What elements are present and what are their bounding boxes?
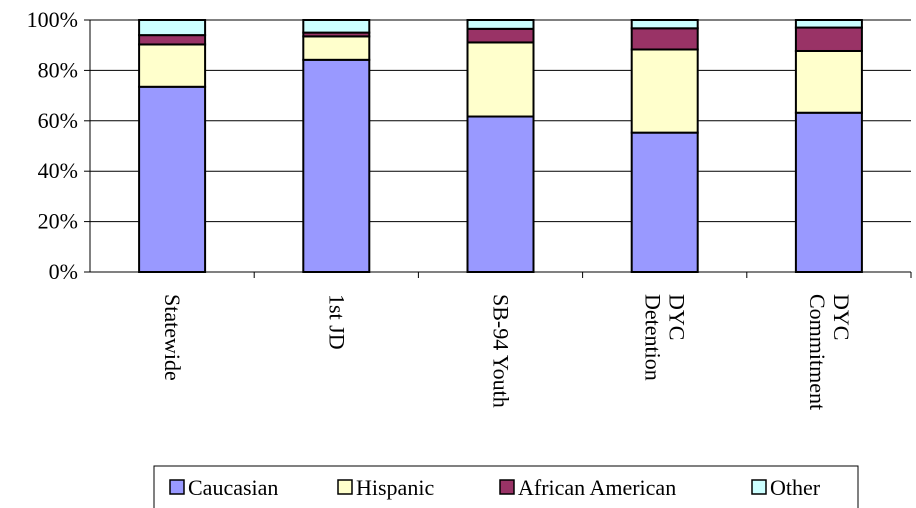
bar-hispanic (302, 35, 371, 61)
bar-african-american (630, 27, 699, 51)
legend-label: Caucasian (188, 475, 278, 500)
bar-other (630, 19, 699, 30)
legend-swatch (499, 479, 515, 495)
y-tick-label: 20% (38, 209, 78, 234)
legend-swatch (337, 479, 353, 495)
bar-hispanic (466, 41, 535, 118)
bar-hispanic (138, 43, 207, 88)
x-category-label: Commitment (805, 294, 830, 410)
bar-caucasian (630, 131, 699, 273)
bar-caucasian (302, 58, 371, 274)
y-tick-label: 80% (38, 57, 78, 82)
bar-african-american (138, 34, 207, 46)
bar-african-american (466, 27, 535, 44)
x-category-label: 1st JD (324, 294, 349, 350)
bar-other (794, 19, 863, 29)
bar-caucasian (138, 85, 207, 273)
bar-other (138, 19, 207, 37)
x-category-label: Statewide (160, 294, 185, 381)
bar-caucasian (794, 111, 863, 274)
x-category-label: Detention (641, 294, 666, 381)
y-tick-label: 0% (49, 259, 78, 284)
legend-label: African American (518, 475, 676, 500)
bar-other (302, 19, 371, 34)
x-category-label: DYC (829, 294, 854, 340)
x-category-label: SB-94 Youth (489, 294, 514, 408)
y-tick-label: 40% (38, 158, 78, 183)
legend-label: Other (770, 475, 821, 500)
legend-swatch (751, 479, 767, 495)
bar-hispanic (630, 48, 699, 134)
bar-caucasian (466, 115, 535, 273)
x-category-label: DYC (665, 294, 690, 340)
bar-other (466, 19, 535, 30)
legend-label: Hispanic (356, 475, 434, 500)
y-tick-label: 100% (27, 7, 78, 32)
bar-hispanic (794, 49, 863, 114)
bar-african-american (794, 26, 863, 52)
legend-swatch (169, 479, 185, 495)
y-tick-label: 60% (38, 108, 78, 133)
